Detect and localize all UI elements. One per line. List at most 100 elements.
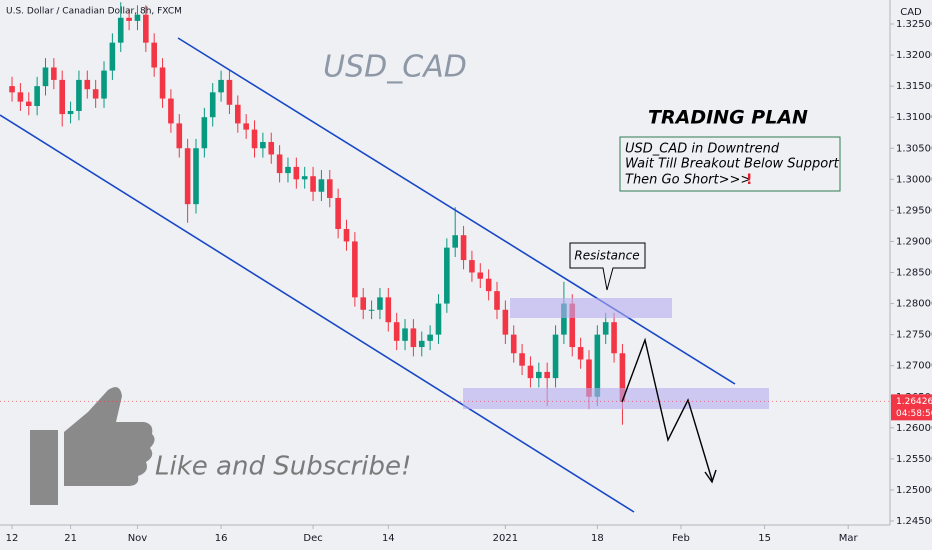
- candle-body: [235, 104, 241, 124]
- y-tick-label: 1.29000: [896, 236, 932, 247]
- candle-body: [343, 229, 350, 242]
- candle-body: [193, 148, 199, 205]
- y-tick-label: 1.25000: [896, 485, 932, 496]
- x-tick-label: 16: [215, 533, 228, 544]
- candle-body: [502, 309, 509, 335]
- candle-body: [243, 123, 249, 130]
- candle-body: [569, 303, 576, 348]
- candle-body: [335, 197, 341, 230]
- y-tick-label: 1.30500: [896, 143, 932, 154]
- candle-body: [435, 303, 442, 335]
- candle-body: [9, 86, 15, 93]
- x-tick-label: 2021: [493, 533, 518, 544]
- candle-body: [418, 340, 425, 348]
- candle-body: [360, 297, 367, 310]
- candle-body: [84, 79, 91, 90]
- plan-title: TRADING PLAN: [648, 107, 808, 129]
- y-tick-label: 1.24500: [896, 516, 932, 527]
- candle-body: [368, 309, 375, 311]
- candle-body: [444, 247, 450, 304]
- candle-body: [25, 101, 32, 107]
- candle-body: [209, 92, 216, 118]
- candle-body: [477, 272, 484, 279]
- y-tick-label: 1.25500: [896, 454, 932, 465]
- callout-box: [569, 242, 646, 291]
- candle-body: [402, 328, 408, 341]
- candle-body: [268, 142, 275, 155]
- candle-body: [218, 79, 224, 93]
- candle-body: [544, 371, 550, 379]
- projection-arrowhead: [704, 469, 717, 484]
- candle-body: [527, 365, 534, 379]
- candle-body: [352, 241, 358, 298]
- candle-body: [201, 117, 208, 149]
- countdown-label: 04:58:50: [896, 409, 932, 419]
- y-tick-label: 1.28000: [896, 299, 932, 310]
- x-tick-label: 15: [758, 533, 771, 544]
- x-tick-label: 12: [6, 533, 19, 544]
- y-tick-label: 1.30000: [896, 174, 932, 185]
- candle-body: [427, 334, 433, 341]
- candle-body: [42, 67, 49, 87]
- x-tick-label: 18: [591, 533, 604, 544]
- candle-body: [586, 359, 592, 397]
- candle-body: [552, 334, 559, 379]
- plan-box: [619, 136, 841, 192]
- plan-mark: !: [746, 172, 752, 188]
- x-tick-label: 14: [382, 533, 395, 544]
- candle-body: [67, 110, 74, 115]
- support-zone: [463, 388, 769, 409]
- x-tick-label: Feb: [672, 533, 690, 544]
- candle-body: [34, 86, 40, 107]
- candle-body: [326, 179, 333, 198]
- y-tick-label: 1.32500: [896, 19, 932, 30]
- candle-body: [51, 67, 57, 80]
- plan-line: Wait Till Breakout Below Support: [625, 157, 840, 172]
- candle-body: [619, 353, 626, 402]
- candle-body: [611, 322, 617, 354]
- candle-body: [59, 79, 66, 115]
- x-tick-label: Dec: [303, 533, 322, 544]
- candle-body: [410, 328, 417, 348]
- candle-body: [168, 98, 174, 124]
- candle-body: [377, 297, 383, 310]
- candle-body: [519, 353, 525, 366]
- candle-body: [510, 334, 517, 354]
- channel-upper: [177, 37, 736, 385]
- chart-title: U.S. Dollar / Canadian Dollar, 8h, FXCM: [6, 7, 182, 17]
- watermark: USD_CAD: [323, 50, 467, 85]
- candle-body: [485, 278, 492, 292]
- y-tick-label: 1.31500: [896, 81, 932, 92]
- candle-body: [494, 291, 500, 310]
- y-tick-label: 1.28500: [896, 268, 932, 279]
- projection-path: [621, 337, 713, 481]
- x-tick-label: 21: [64, 533, 77, 544]
- resistance-zone: [510, 298, 672, 318]
- y-tick-label: 1.29500: [896, 205, 932, 216]
- candle-body: [285, 166, 291, 174]
- y-tick-label: 1.27500: [896, 330, 932, 341]
- candle-body: [251, 129, 258, 149]
- candle-body: [301, 176, 308, 180]
- candle-body: [385, 297, 392, 323]
- x-tick-label: Nov: [128, 533, 148, 544]
- candle-body: [536, 371, 542, 379]
- candle-body: [393, 322, 400, 341]
- candle-body: [561, 303, 567, 335]
- y-tick-label: 1.26000: [896, 423, 932, 434]
- candle-body: [310, 176, 316, 192]
- candle-body: [469, 260, 475, 273]
- candles: [9, 2, 626, 425]
- candle-body: [460, 235, 467, 261]
- candle-body: [594, 334, 601, 397]
- candle-body: [134, 14, 141, 21]
- candle-body: [117, 17, 124, 43]
- channel-lower: [0, 114, 635, 513]
- y-tick-label: 1.27000: [896, 361, 932, 372]
- y-tick-label: 1.31000: [896, 112, 932, 123]
- candle-body: [602, 322, 609, 335]
- candle-body: [226, 79, 233, 105]
